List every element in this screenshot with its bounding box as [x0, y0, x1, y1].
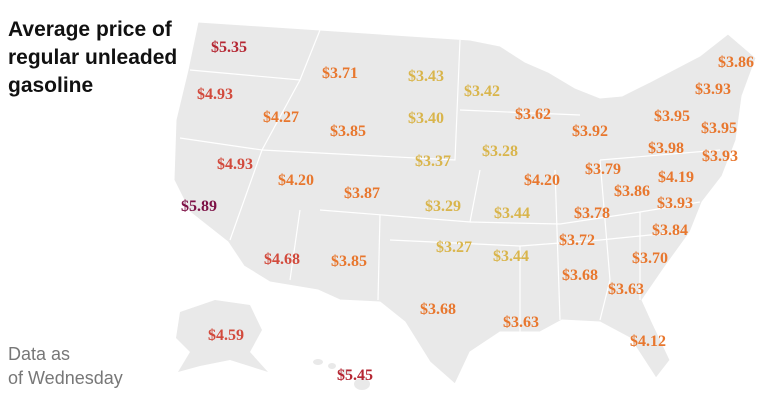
alaska-shape	[176, 300, 268, 372]
price-label: $4.59	[208, 327, 244, 344]
price-label: $3.84	[652, 222, 688, 239]
price-label: $3.95	[701, 120, 737, 137]
price-label: $3.63	[503, 314, 539, 331]
contiguous-us-shape	[173, 21, 757, 385]
price-label: $3.85	[331, 253, 367, 270]
price-label: $3.72	[559, 232, 595, 249]
note-line-1: Data as	[8, 344, 71, 364]
price-label: $3.87	[344, 185, 380, 202]
price-label: $3.86	[718, 54, 754, 71]
price-label: $3.43	[408, 68, 444, 85]
price-label: $3.93	[695, 81, 731, 98]
price-label: $3.62	[515, 106, 551, 123]
price-label: $3.68	[420, 301, 456, 318]
data-date-note: Data as of Wednesday	[8, 342, 123, 390]
price-label: $3.92	[572, 123, 608, 140]
price-label: $3.37	[415, 153, 451, 170]
price-label: $3.95	[654, 108, 690, 125]
price-label: $4.93	[217, 156, 253, 173]
price-label: $3.85	[330, 123, 366, 140]
price-label: $4.68	[264, 251, 300, 268]
price-label: $3.70	[632, 250, 668, 267]
price-label: $3.78	[574, 205, 610, 222]
price-label: $3.44	[493, 248, 529, 265]
price-label: $3.93	[702, 148, 738, 165]
price-label: $3.93	[657, 195, 693, 212]
note-line-2: of Wednesday	[8, 368, 123, 388]
price-label: $3.63	[608, 281, 644, 298]
price-label: $5.89	[181, 198, 217, 215]
price-label: $3.68	[562, 267, 598, 284]
price-label: $3.79	[585, 161, 621, 178]
price-label: $3.28	[482, 143, 518, 160]
hawaii-shape	[313, 359, 370, 390]
price-label: $4.12	[630, 333, 666, 350]
price-label: $4.27	[263, 109, 299, 126]
price-label: $4.20	[524, 172, 560, 189]
price-label: $3.71	[322, 65, 358, 82]
price-label: $3.29	[425, 198, 461, 215]
price-label: $4.93	[197, 86, 233, 103]
chart-title: Average price of regular unleaded gasoli…	[8, 18, 178, 97]
price-label: $3.42	[464, 83, 500, 100]
price-label: $3.44	[494, 205, 530, 222]
state-borders	[179, 29, 721, 332]
price-label: $5.45	[337, 367, 373, 384]
price-label: $4.20	[278, 172, 314, 189]
price-label: $3.98	[648, 140, 684, 157]
price-label: $3.27	[436, 239, 472, 256]
price-label: $3.86	[614, 183, 650, 200]
price-label: $5.35	[211, 39, 247, 56]
price-label: $4.19	[658, 169, 694, 186]
price-label: $3.40	[408, 110, 444, 127]
